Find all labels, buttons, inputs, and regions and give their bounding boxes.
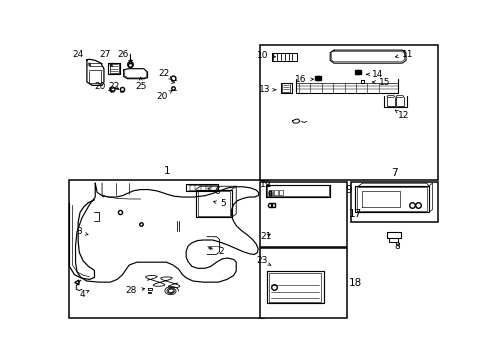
- Text: 22: 22: [108, 82, 120, 91]
- Text: 2: 2: [208, 247, 224, 256]
- Text: 8: 8: [394, 242, 400, 251]
- Text: 4: 4: [79, 290, 89, 299]
- Text: 5: 5: [213, 199, 225, 208]
- Text: 3: 3: [76, 227, 88, 236]
- Bar: [68, 180, 264, 318]
- Bar: [260, 182, 346, 247]
- Text: 20: 20: [94, 82, 111, 91]
- Bar: [350, 182, 437, 222]
- Text: 12: 12: [394, 110, 409, 120]
- Text: 17: 17: [347, 209, 361, 219]
- Text: 1: 1: [163, 166, 170, 176]
- Bar: [260, 248, 346, 318]
- Text: 13: 13: [258, 85, 275, 94]
- Text: 18: 18: [347, 278, 361, 288]
- Text: 21: 21: [260, 232, 271, 241]
- Bar: [260, 45, 437, 180]
- Text: 28: 28: [125, 286, 144, 295]
- Text: 19: 19: [260, 180, 271, 189]
- Text: 7: 7: [390, 168, 397, 177]
- Text: 16: 16: [295, 75, 313, 84]
- Text: 24: 24: [72, 50, 90, 66]
- Text: 6: 6: [207, 187, 220, 196]
- Text: 23: 23: [256, 256, 270, 265]
- Text: 27: 27: [99, 50, 112, 67]
- Text: 10: 10: [257, 51, 275, 60]
- Text: 14: 14: [366, 70, 383, 79]
- Text: 9: 9: [345, 185, 352, 194]
- Text: 26: 26: [117, 50, 131, 61]
- Text: 25: 25: [135, 77, 146, 91]
- Text: 15: 15: [372, 77, 389, 86]
- Text: 20: 20: [156, 90, 172, 101]
- Text: 11: 11: [395, 50, 413, 59]
- Text: 22: 22: [158, 69, 172, 80]
